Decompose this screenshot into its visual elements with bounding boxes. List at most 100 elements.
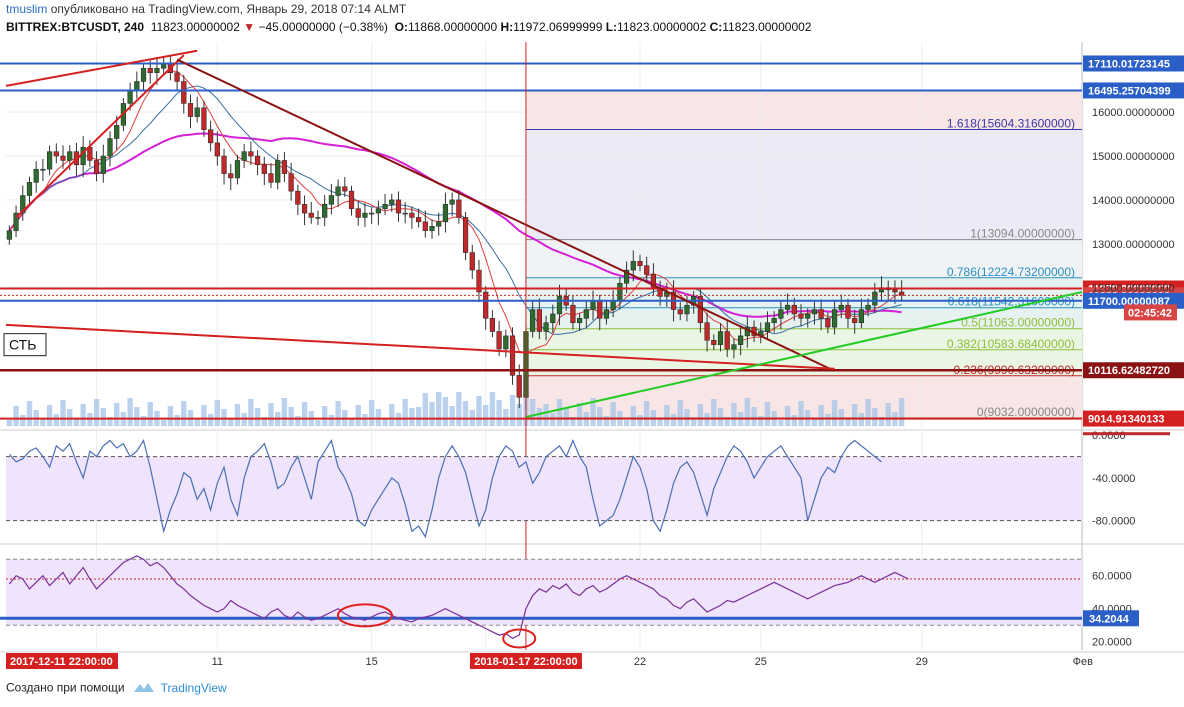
price-axis-tag-label: 10116.62482720 [1088,365,1170,377]
candle-down [214,142,220,157]
price-axis-tag [1083,55,1184,72]
high-value: 11972.06999999 [513,20,603,34]
volume-bar [67,409,73,426]
candle-up [865,304,871,310]
volume-bar [724,417,730,426]
volume-bar [254,408,261,426]
volume-bar [791,415,797,426]
rsi-highlight-ellipse [502,628,537,649]
volume-bar [375,409,382,426]
candle-up [134,81,140,91]
volume-bar [261,417,267,426]
candle-up [858,309,864,323]
candle-down [483,291,489,319]
candle-up [241,151,247,161]
trend-line-low [5,323,835,370]
candle-down [201,107,207,130]
candle-down [677,309,683,315]
fib-zone [525,239,1082,278]
volume-bar [543,404,549,426]
volume-bar [321,406,328,426]
candle-up [764,322,771,332]
volume-bar [73,418,80,426]
volume-bar [234,404,241,426]
candle-up [6,230,12,240]
candle-up [369,212,375,215]
volume-bar [811,419,818,426]
volume-bar [221,409,227,426]
candle-up [550,313,556,323]
time-axis-start-label: 2017-12-11 22:00:00 [10,656,113,668]
volume-bar [362,414,368,426]
volume-bar [114,403,120,426]
open-value: 11868.00000000 [407,20,498,34]
candle-up [40,168,46,171]
volume-bar [536,408,543,426]
candle-down [496,331,502,350]
symbol-label[interactable]: BITTREX:BTCUSDT, 240 [6,20,145,34]
open-label: O: [394,20,408,34]
candle-down [825,318,831,328]
candle-down [409,212,415,218]
volume-bar [40,419,46,426]
candle-down [422,221,428,231]
rsi-axis-tick: 20.0000 [1092,637,1132,649]
candle-up [778,309,784,319]
volume-bar [281,398,288,426]
candle-down [798,313,804,319]
fib-level-label: 0.786(12224.73200000) [947,265,1075,279]
candle-down [187,103,194,117]
volume-bar [6,420,13,426]
candle-up [771,318,777,323]
volume-bar [657,419,663,426]
volume-bar [436,392,442,426]
candle-up [26,182,33,196]
candle-up [617,283,623,302]
time-axis-tick: 11 [212,656,223,668]
volume-bar [818,405,824,426]
volume-bar [872,408,878,426]
volume-bar [100,408,106,426]
volume-bar [697,404,704,426]
volume-bar [711,399,717,426]
price-axis-tag-label: 9014.91340133 [1088,414,1164,426]
candle-up [127,90,133,104]
volume-bar [248,399,254,426]
high-label: H: [500,20,514,34]
tradingview-brand-link[interactable]: TradingView [160,680,227,695]
candle-up [684,304,690,315]
countdown-tag [1124,304,1177,321]
rsi-highlight-ellipse [336,603,393,628]
candle-up [449,199,455,205]
candle-up [375,208,381,214]
time-axis-tick: Фев [1073,656,1093,668]
volume-bar [597,407,603,426]
rsi-level-tag-label: 34.2044 [1089,613,1130,625]
candle-up [610,300,616,310]
tradingview-logo-icon [133,680,155,697]
candle-down [281,160,288,174]
candle-up [429,225,435,231]
candle-down [469,252,475,271]
volume-bar [328,415,335,426]
volume-bar [201,405,207,426]
volume-bar [744,398,751,426]
candle-up [362,212,368,218]
price-change: −45.00000000 (−0.38%) [258,20,388,34]
fib-level-label: 0(9032.00000000) [977,405,1075,419]
candle-up [20,195,26,214]
volume-bar [301,402,308,426]
volume-bar [610,402,616,426]
volume-bar [489,392,496,426]
time-axis-tick: 15 [366,656,378,668]
volume-bar [878,417,885,426]
side-label-text: СТЬ [9,337,36,353]
candle-up [389,199,395,205]
price-axis-tag [1083,82,1184,99]
candle-down [60,155,66,161]
volume-bar [462,401,469,426]
candle-up [784,304,791,310]
volume-bar [825,414,831,426]
author-link[interactable]: tmuslim [6,2,48,16]
